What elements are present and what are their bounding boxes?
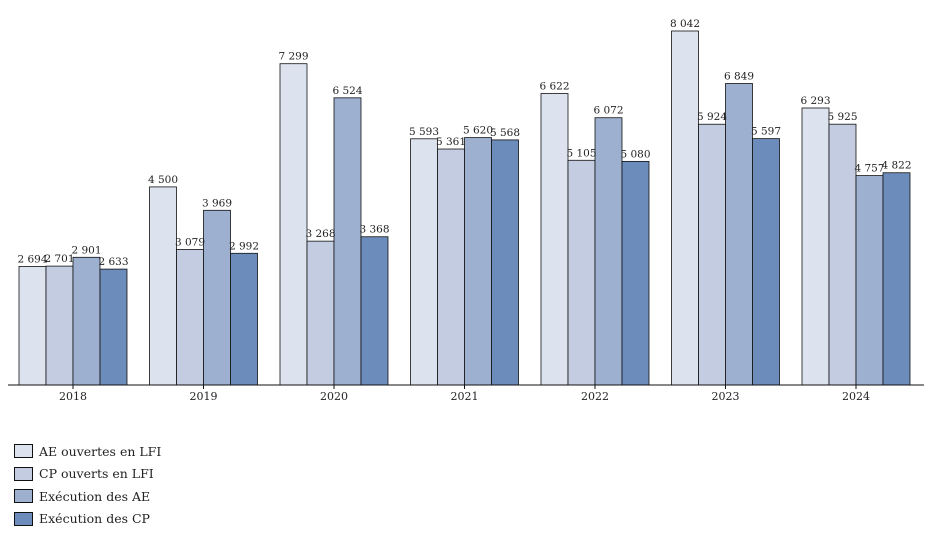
x-tick-label: 2020: [320, 390, 348, 403]
legend-label: Exécution des CP: [39, 511, 150, 527]
x-tick-label: 2018: [59, 390, 87, 403]
data-label: 2 694: [17, 253, 47, 265]
legend-swatch: [14, 466, 33, 481]
legend-item: AE ouvertes en LFI: [14, 440, 161, 463]
x-ticks-layer: 2018 2019 2020 2021 2022 2023 2024: [59, 385, 870, 403]
data-label: 3 079: [175, 236, 205, 248]
bar: [333, 97, 362, 386]
data-label: 3 268: [305, 228, 335, 240]
data-label: 5 925: [827, 111, 857, 123]
legend-swatch: [14, 444, 33, 459]
bar: [149, 186, 177, 386]
data-label: 4 822: [881, 160, 911, 172]
x-tick-label: 2021: [451, 390, 479, 403]
bar: [491, 139, 519, 386]
legend-item: CP ouverts en LFI: [14, 463, 161, 486]
data-label: 2 701: [44, 253, 74, 265]
bar: [230, 252, 258, 386]
x-tick-label: 2022: [581, 390, 609, 403]
bar: [882, 172, 911, 386]
data-label: 2 992: [229, 240, 259, 252]
bars-layer: [18, 30, 911, 386]
bar: [45, 265, 74, 386]
legend-swatch: [14, 489, 33, 504]
data-label: 2 901: [71, 244, 101, 256]
bar: [437, 148, 465, 386]
legend-label: Exécution des AE: [39, 488, 151, 504]
data-label: 5 080: [620, 148, 650, 160]
legend-item: Exécution des AE: [14, 485, 161, 508]
legend-swatch: [14, 511, 33, 526]
bar: [72, 256, 101, 386]
bar: [594, 117, 623, 386]
data-label: 3 969: [202, 197, 232, 209]
bar: [801, 107, 830, 386]
x-tick-label: 2023: [712, 390, 740, 403]
data-label: 6 849: [724, 71, 754, 83]
bar: [306, 240, 335, 386]
bar: [18, 266, 47, 386]
bar: [464, 137, 492, 386]
bar: [567, 159, 596, 386]
data-label: 8 042: [670, 18, 700, 30]
bar: [176, 249, 204, 386]
data-label: 5 924: [697, 111, 727, 123]
data-label: 6 524: [332, 85, 362, 97]
bar: [698, 123, 726, 386]
data-label: 4 500: [148, 174, 178, 186]
legend-label: CP ouverts en LFI: [39, 466, 154, 482]
bar: [410, 138, 438, 386]
data-label: 7 299: [278, 51, 308, 63]
data-label: 5 105: [566, 147, 596, 159]
bar: [360, 236, 389, 386]
data-label: 5 597: [751, 126, 781, 138]
bar: [99, 268, 128, 386]
bar: [752, 138, 780, 386]
data-label: 6 622: [539, 81, 569, 93]
bar: [725, 83, 753, 386]
data-label: 5 568: [490, 127, 520, 139]
data-label: 6 072: [593, 105, 623, 117]
x-tick-label: 2019: [190, 390, 218, 403]
data-label: 6 293: [800, 95, 830, 107]
legend: AE ouvertes en LFI CP ouverts en LFI Exé…: [14, 440, 161, 530]
bar: [540, 93, 569, 386]
bar: [621, 160, 650, 386]
bar: [279, 63, 308, 386]
bar: [671, 30, 699, 386]
data-label: 5 593: [409, 126, 439, 138]
data-label: 3 368: [359, 224, 389, 236]
bar: [828, 123, 857, 386]
bar: [203, 209, 231, 386]
data-label: 4 757: [854, 163, 884, 175]
data-label: 5 361: [436, 136, 466, 148]
data-label: 2 633: [98, 256, 128, 268]
legend-item: Exécution des CP: [14, 508, 161, 531]
bar: [855, 175, 884, 386]
data-label: 5 620: [463, 125, 493, 137]
x-tick-label: 2024: [842, 390, 870, 403]
legend-label: AE ouvertes en LFI: [39, 443, 162, 459]
